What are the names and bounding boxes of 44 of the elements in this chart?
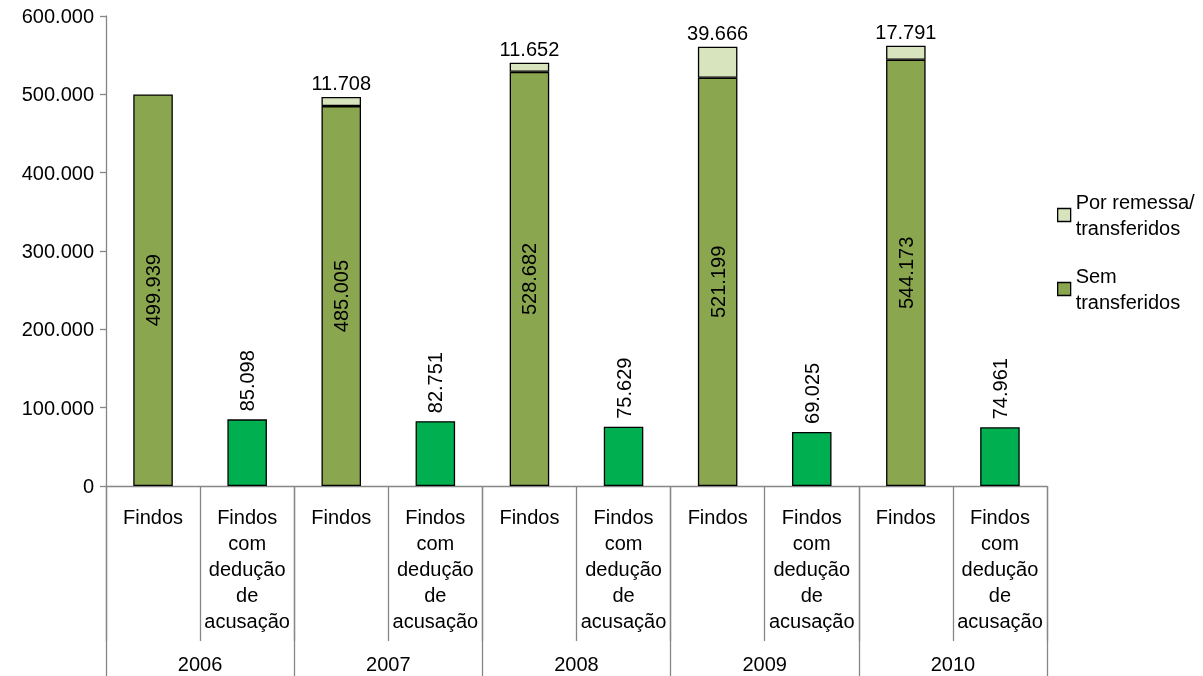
data-label: 528.682 (518, 242, 541, 316)
data-label: 74.961 (988, 358, 1011, 420)
x-tick-label: Findos com dedução de acusação (204, 506, 290, 632)
x-tick-label: Findos com dedução de acusação (768, 506, 855, 632)
data-label: 11.652 (499, 37, 560, 60)
data-label: 82.751 (424, 352, 447, 414)
data-label: 75.629 (612, 357, 635, 419)
data-label: 11.708 (311, 71, 372, 94)
data-label: 69.025 (800, 362, 823, 424)
data-label: 521.199 (706, 245, 729, 319)
legend-label: Sem transferidos (1075, 265, 1181, 313)
data-label: 17.791 (875, 20, 937, 43)
y-tick-label: 400.000 (21, 161, 94, 184)
y-tick-label: 500.000 (21, 83, 94, 106)
data-label: 85.098 (236, 350, 259, 412)
legend-label: Por remessa/ transferidos (1075, 191, 1196, 239)
x-tick-label: Findos com dedução de acusação (392, 506, 479, 632)
text: 2007 (366, 653, 411, 675)
bar (227, 419, 267, 486)
x-tick-label: Findos (875, 506, 936, 528)
data-label: 485.005 (330, 259, 353, 333)
bar (980, 427, 1020, 486)
bar (415, 421, 456, 486)
text: 2010 (930, 653, 976, 675)
text: 2008 (554, 653, 599, 675)
x-tick-label: Findos (687, 506, 748, 528)
y-tick-label: 200.000 (21, 318, 94, 341)
text: 2006 (177, 653, 223, 675)
bar (603, 426, 644, 486)
x-tick-label: Findos (311, 506, 372, 528)
x-tick-label: Findos com dedução de acusação (957, 506, 1043, 632)
data-label: 544.173 (894, 236, 917, 310)
x-tick-label: Findos com dedução de acusação (580, 506, 667, 632)
bar (133, 94, 173, 486)
y-tick-label: 600.000 (21, 5, 94, 27)
y-tick-label: 0 (82, 475, 94, 497)
x-tick-label: Findos (499, 506, 560, 528)
y-tick-label: 100.000 (21, 396, 94, 419)
x-tick-label: Findos (123, 506, 184, 528)
bar (791, 431, 832, 486)
data-label: 39.666 (687, 21, 749, 44)
text: 2009 (742, 653, 787, 675)
y-tick-label: 300.000 (21, 240, 94, 262)
data-label: 499.939 (142, 254, 165, 327)
